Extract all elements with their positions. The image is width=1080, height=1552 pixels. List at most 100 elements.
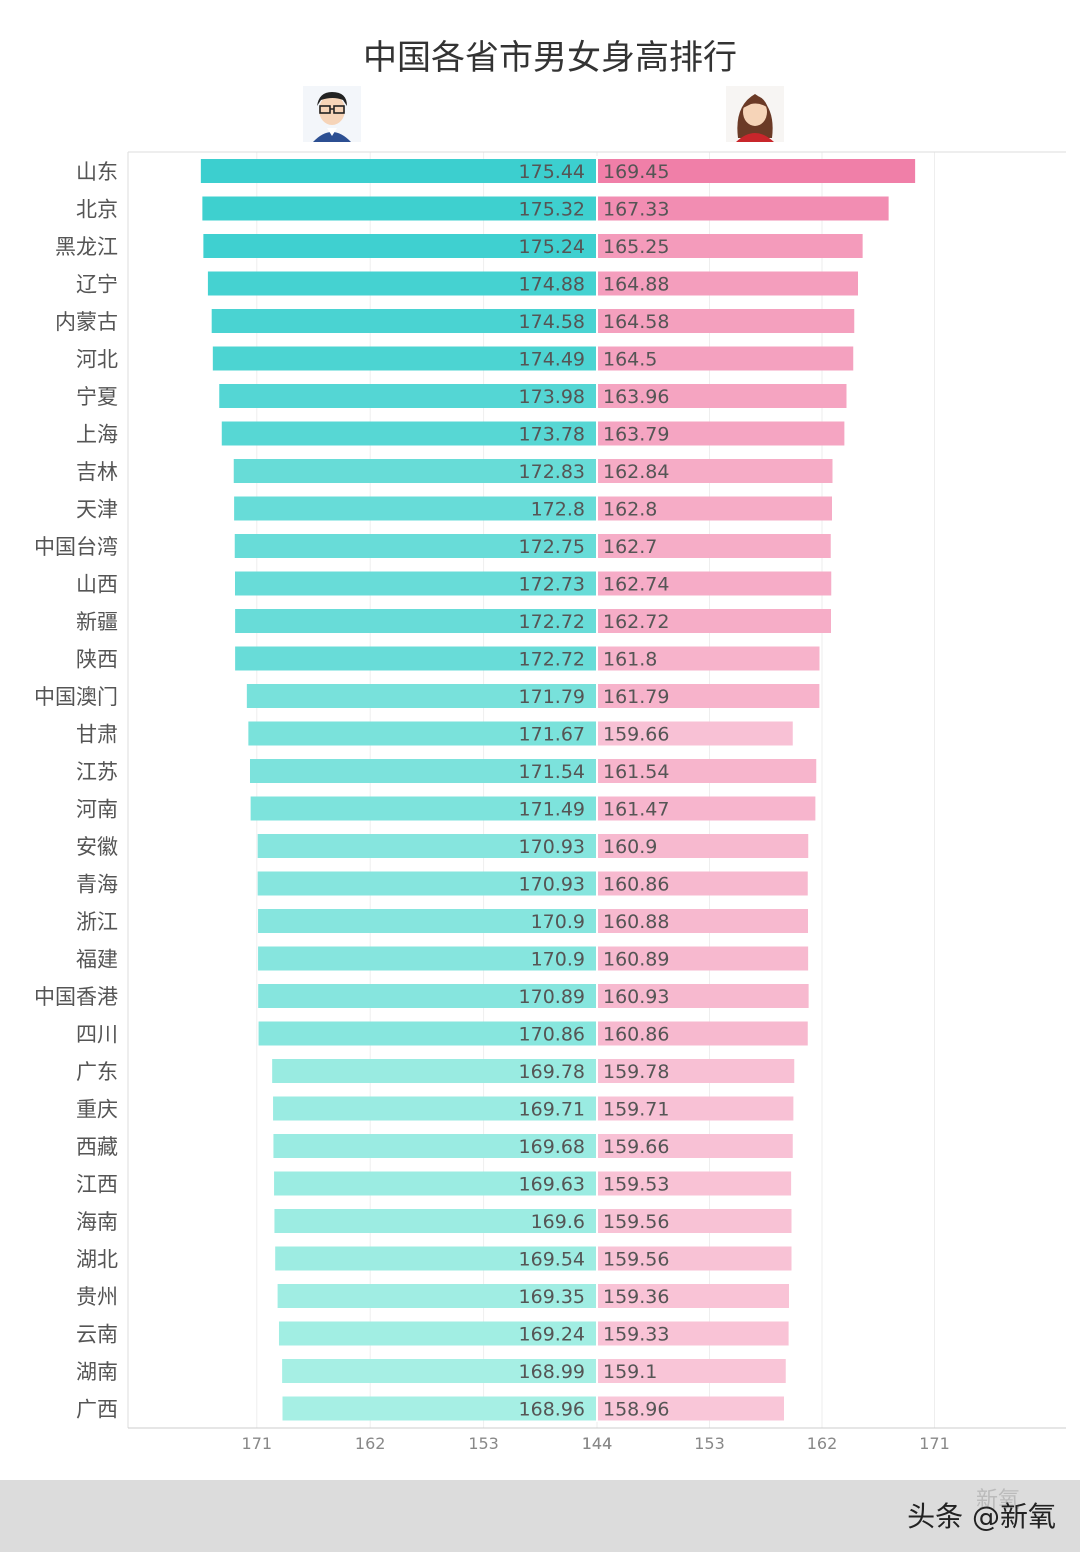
female-value-label: 163.96 [603, 386, 669, 408]
male-bar [235, 571, 597, 596]
female-bar [597, 1284, 789, 1308]
female-bar [597, 646, 820, 671]
female-value-label: 159.71 [603, 1099, 669, 1121]
female-bar [597, 984, 809, 1008]
category-label: 吉林 [76, 460, 118, 484]
male-value-label: 169.35 [519, 1286, 585, 1308]
x-tick-label: 144 [582, 1434, 613, 1453]
male-value-label: 171.49 [519, 799, 585, 821]
category-label: 西藏 [76, 1135, 118, 1159]
female-bar [597, 459, 833, 483]
male-value-label: 169.63 [519, 1174, 585, 1196]
male-value-label: 171.54 [519, 761, 585, 783]
female-value-label: 159.1 [603, 1361, 657, 1383]
female-bar [597, 1059, 795, 1083]
female-value-label: 169.45 [603, 161, 669, 183]
male-bar [258, 984, 597, 1008]
male-value-label: 171.79 [519, 686, 585, 708]
female-bar [597, 1021, 808, 1046]
female-value-label: 160.86 [603, 1024, 669, 1046]
male-value-label: 170.9 [531, 949, 585, 971]
female-value-label: 160.93 [603, 986, 669, 1008]
female-value-label: 160.86 [603, 874, 669, 896]
male-bar [258, 909, 597, 933]
category-label: 天津 [76, 498, 118, 522]
female-bar [597, 909, 808, 933]
male-bar [221, 421, 597, 446]
female-value-label: 163.79 [603, 424, 669, 446]
female-bar [597, 234, 863, 258]
category-label: 湖北 [76, 1248, 118, 1272]
male-value-label: 173.98 [519, 386, 585, 408]
x-tick-label: 153 [694, 1434, 725, 1453]
female-value-label: 160.88 [603, 911, 669, 933]
male-value-label: 172.72 [519, 611, 585, 633]
male-value-label: 170.93 [519, 874, 585, 896]
female-value-label: 159.66 [603, 724, 669, 746]
category-label: 湖南 [76, 1360, 118, 1384]
male-value-label: 169.68 [519, 1136, 585, 1158]
female-value-label: 162.74 [603, 574, 669, 596]
category-label: 陕西 [76, 648, 118, 672]
male-value-label: 174.58 [519, 311, 585, 333]
female-bar [597, 571, 832, 596]
female-bar [597, 496, 832, 521]
x-tick-label: 171 [242, 1434, 273, 1453]
female-bar [597, 834, 809, 858]
male-bar [258, 946, 597, 971]
female-bar [597, 421, 845, 446]
male-value-label: 170.93 [519, 836, 585, 858]
x-tick-label: 162 [807, 1434, 838, 1453]
male-bar [278, 1321, 597, 1346]
female-value-label: 164.58 [603, 311, 669, 333]
male-bar [250, 796, 597, 821]
male-bar [249, 759, 597, 783]
female-bar [597, 271, 858, 296]
female-bar [597, 1209, 792, 1233]
legend-avatars [303, 86, 784, 142]
male-value-label: 169.6 [531, 1211, 585, 1233]
female-bar [597, 796, 816, 821]
male-bar [207, 271, 598, 296]
female-bar [597, 759, 817, 783]
category-label: 宁夏 [76, 385, 118, 409]
female-value-label: 158.96 [603, 1399, 669, 1421]
x-tick-label: 162 [355, 1434, 386, 1453]
male-bar [212, 346, 598, 371]
female-bar [597, 309, 855, 333]
male-value-label: 171.67 [519, 724, 585, 746]
category-label: 重庆 [76, 1098, 118, 1122]
category-label: 甘肃 [76, 723, 118, 747]
male-bar [275, 1246, 597, 1271]
male-bar [235, 646, 598, 671]
x-tick-label: 171 [919, 1434, 950, 1453]
female-value-label: 159.53 [603, 1174, 669, 1196]
footer-band [0, 1480, 1080, 1552]
female-bar [597, 609, 831, 633]
watermark: 头条 @新氧 [907, 1500, 1056, 1533]
male-avatar-icon [303, 86, 361, 142]
female-value-label: 165.25 [603, 236, 669, 258]
male-bar [282, 1396, 597, 1421]
x-tick-label: 144 [582, 1434, 613, 1453]
female-bar [597, 721, 793, 746]
female-value-label: 167.33 [603, 199, 669, 221]
male-bar [274, 1209, 597, 1233]
category-label: 黑龙江 [55, 235, 118, 259]
male-bar [282, 1359, 597, 1383]
female-bar [597, 1171, 792, 1196]
male-bar [203, 234, 597, 258]
male-bar [233, 459, 597, 483]
male-bar [277, 1284, 597, 1308]
female-bar [597, 1321, 789, 1346]
category-label: 中国香港 [34, 985, 118, 1009]
female-value-label: 164.5 [603, 349, 657, 371]
female-value-label: 159.33 [603, 1324, 669, 1346]
male-value-label: 172.75 [519, 536, 585, 558]
male-bar [234, 534, 597, 558]
bars: 山东 175.44 169.45 北京 175.32 167.33 黑龙江 175.24 165… [34, 156, 916, 1422]
category-label: 河北 [76, 348, 118, 372]
category-label: 北京 [76, 198, 118, 222]
category-label: 青海 [76, 873, 118, 897]
